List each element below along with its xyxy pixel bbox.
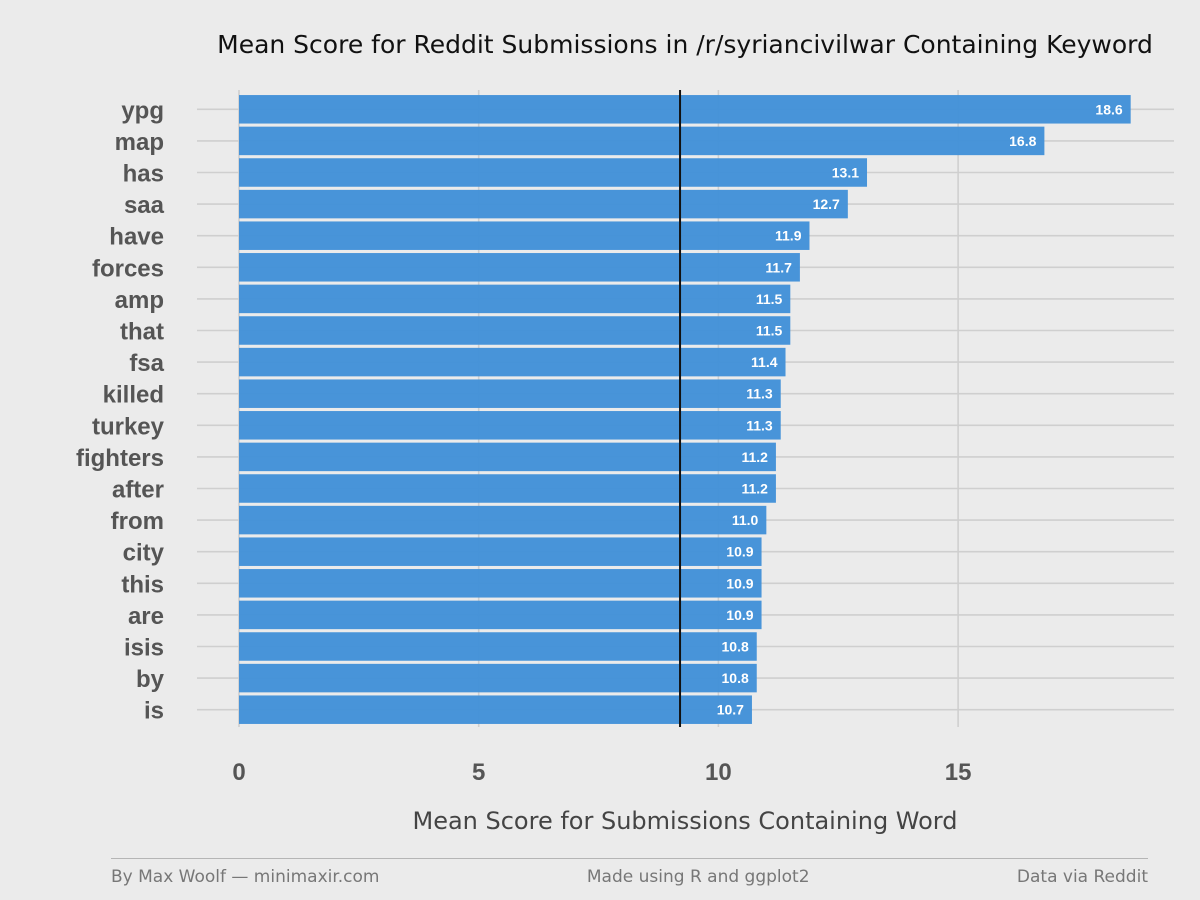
category-label: that bbox=[120, 319, 164, 346]
bar bbox=[239, 442, 776, 472]
category-label: by bbox=[136, 666, 165, 693]
bar bbox=[239, 284, 791, 314]
x-tick-label: 5 bbox=[472, 759, 485, 786]
category-label: city bbox=[123, 540, 165, 567]
x-tick-labels: 0 5 10 15 bbox=[232, 759, 971, 786]
category-label: after bbox=[112, 477, 164, 504]
category-label: ypg bbox=[121, 97, 164, 124]
data-label: 11.3 bbox=[746, 417, 773, 433]
category-label: amp bbox=[115, 287, 164, 314]
bar bbox=[239, 695, 752, 724]
footer-tools: Made using R and ggplot2 bbox=[586, 867, 810, 887]
data-label: 11.0 bbox=[732, 512, 759, 528]
footer-credit: By Max Woolf — minimaxir.com bbox=[111, 867, 380, 887]
category-label: from bbox=[111, 508, 164, 535]
x-tick-label: 0 bbox=[232, 759, 245, 786]
data-label: 12.7 bbox=[813, 196, 840, 212]
data-label: 10.7 bbox=[717, 702, 744, 718]
x-axis-label: Mean Score for Submissions Containing Wo… bbox=[412, 807, 957, 835]
bar bbox=[239, 95, 1131, 124]
category-label: fsa bbox=[129, 350, 164, 377]
category-label: fighters bbox=[76, 445, 164, 472]
bar bbox=[239, 253, 800, 282]
bar bbox=[239, 632, 757, 661]
data-labels: 18.6 16.8 13.1 12.7 11.9 11.7 11.5 11.5 11.4 11.3… bbox=[717, 101, 1123, 717]
category-label: has bbox=[123, 161, 164, 188]
bar bbox=[239, 189, 848, 219]
bar bbox=[239, 505, 767, 535]
bar bbox=[239, 158, 868, 187]
category-label: have bbox=[109, 224, 164, 251]
category-labels: ypg map has saa have forces amp that fsa killed tu… bbox=[76, 97, 165, 724]
x-tick-label: 10 bbox=[705, 759, 732, 786]
data-label: 18.6 bbox=[1095, 101, 1122, 117]
bar bbox=[239, 474, 776, 503]
bar bbox=[239, 537, 762, 566]
bar bbox=[239, 569, 762, 598]
data-label: 10.9 bbox=[726, 544, 753, 560]
data-label: 13.1 bbox=[832, 165, 859, 181]
data-label: 11.2 bbox=[741, 481, 768, 497]
bar bbox=[239, 316, 791, 345]
category-label: is bbox=[144, 698, 164, 725]
data-label: 11.4 bbox=[751, 354, 778, 370]
chart-title: Mean Score for Reddit Submissions in /r/… bbox=[217, 30, 1153, 59]
data-label: 11.5 bbox=[756, 291, 783, 307]
bar bbox=[239, 379, 781, 408]
category-label: map bbox=[115, 129, 164, 156]
data-label: 10.8 bbox=[722, 670, 749, 686]
data-label: 11.9 bbox=[775, 228, 802, 244]
category-label: saa bbox=[124, 192, 165, 219]
data-label: 11.3 bbox=[746, 386, 773, 402]
bars bbox=[239, 95, 1131, 724]
data-label: 16.8 bbox=[1009, 133, 1036, 149]
category-label: this bbox=[121, 571, 164, 598]
data-label: 11.2 bbox=[741, 449, 768, 465]
data-label: 11.7 bbox=[765, 259, 792, 275]
data-label: 10.8 bbox=[722, 639, 749, 655]
data-label: 10.9 bbox=[726, 607, 753, 623]
bar bbox=[239, 411, 781, 440]
bar bbox=[239, 347, 786, 377]
category-label: isis bbox=[124, 635, 164, 662]
category-label: are bbox=[128, 603, 164, 630]
x-tick-label: 15 bbox=[945, 759, 972, 786]
category-label: turkey bbox=[92, 413, 165, 440]
category-label: forces bbox=[92, 255, 164, 282]
bar bbox=[239, 221, 810, 250]
data-label: 10.9 bbox=[726, 575, 753, 591]
footer: By Max Woolf — minimaxir.com Made using … bbox=[111, 858, 1148, 887]
bar bbox=[239, 126, 1045, 156]
chart: Mean Score for Reddit Submissions in /r/… bbox=[76, 30, 1174, 835]
category-label: killed bbox=[103, 382, 164, 409]
bar bbox=[239, 663, 757, 693]
footer-source: Data via Reddit bbox=[1016, 867, 1148, 887]
bar bbox=[239, 600, 762, 630]
data-label: 11.5 bbox=[756, 323, 783, 339]
